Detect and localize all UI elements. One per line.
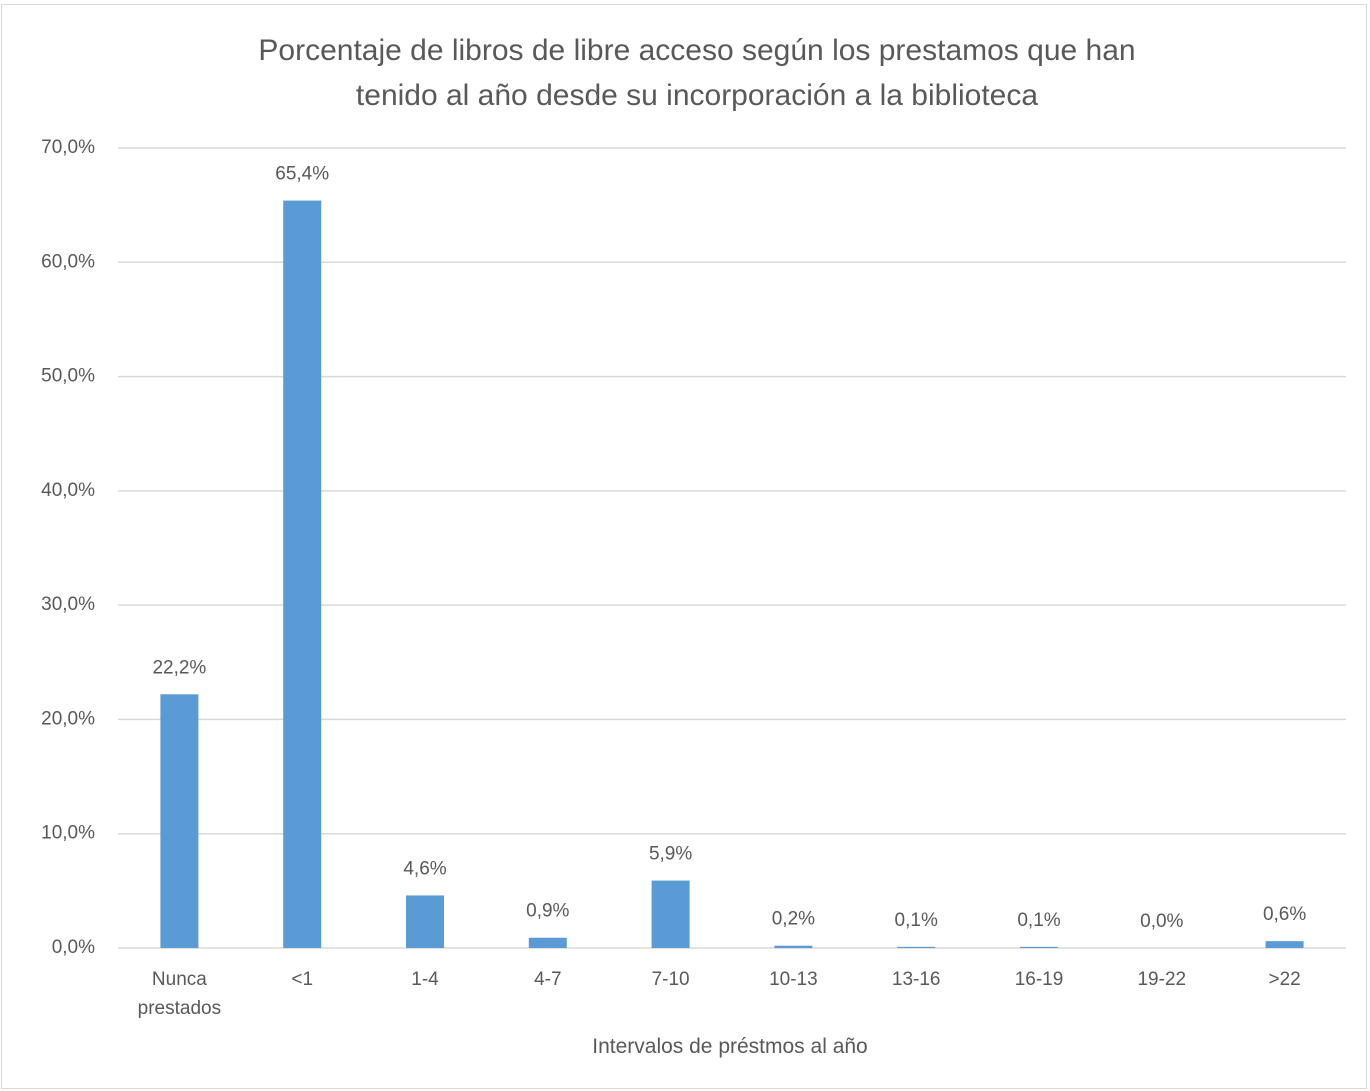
y-tick-label: 70,0% bbox=[41, 137, 95, 158]
y-tick-label: 30,0% bbox=[41, 594, 95, 615]
data-label: 0,0% bbox=[1140, 911, 1183, 932]
x-tick-label: 10-13 bbox=[769, 969, 818, 990]
x-tick-label: 4-7 bbox=[534, 969, 562, 990]
data-label: 4,6% bbox=[403, 858, 446, 879]
bar bbox=[651, 880, 690, 948]
x-tick-label: 1-4 bbox=[411, 969, 439, 990]
bar bbox=[1020, 946, 1058, 948]
data-label: 5,9% bbox=[649, 844, 692, 865]
chart-title: Porcentaje de libros de libre acceso seg… bbox=[258, 34, 1136, 112]
y-tick-label: 40,0% bbox=[41, 480, 95, 501]
x-axis-title: Intervalos de préstmos al año bbox=[592, 1035, 868, 1058]
bar bbox=[406, 895, 444, 948]
bar bbox=[528, 937, 567, 948]
data-label: 0,1% bbox=[895, 910, 938, 931]
data-label: 0,1% bbox=[1017, 910, 1060, 931]
y-tick-label: 50,0% bbox=[41, 366, 95, 387]
x-tick-label: 7-10 bbox=[651, 969, 690, 990]
y-tick-label: 60,0% bbox=[41, 251, 95, 272]
bar bbox=[160, 694, 199, 948]
x-tick-label: <1 bbox=[291, 969, 314, 990]
data-label: 0,2% bbox=[772, 909, 815, 930]
bar bbox=[774, 945, 813, 948]
chart-frame bbox=[1, 4, 1367, 1089]
y-tick-label: 10,0% bbox=[41, 823, 95, 844]
data-label: 0,6% bbox=[1263, 904, 1306, 925]
bar bbox=[1265, 941, 1304, 948]
bar bbox=[897, 946, 936, 948]
y-tick-label: 20,0% bbox=[41, 708, 95, 729]
data-label: 22,2% bbox=[152, 657, 206, 678]
data-label: 0,9% bbox=[526, 901, 569, 922]
x-tick-label: 16-19 bbox=[1014, 969, 1064, 990]
x-tick-label: Nunca prestados bbox=[137, 969, 222, 1019]
bar bbox=[283, 200, 322, 949]
data-label: 65,4% bbox=[275, 164, 329, 185]
x-tick-label: 13-16 bbox=[891, 969, 941, 990]
y-tick-label: 0,0% bbox=[52, 937, 95, 958]
x-tick-label: >22 bbox=[1268, 969, 1301, 990]
x-tick-label: 19-22 bbox=[1137, 969, 1187, 990]
